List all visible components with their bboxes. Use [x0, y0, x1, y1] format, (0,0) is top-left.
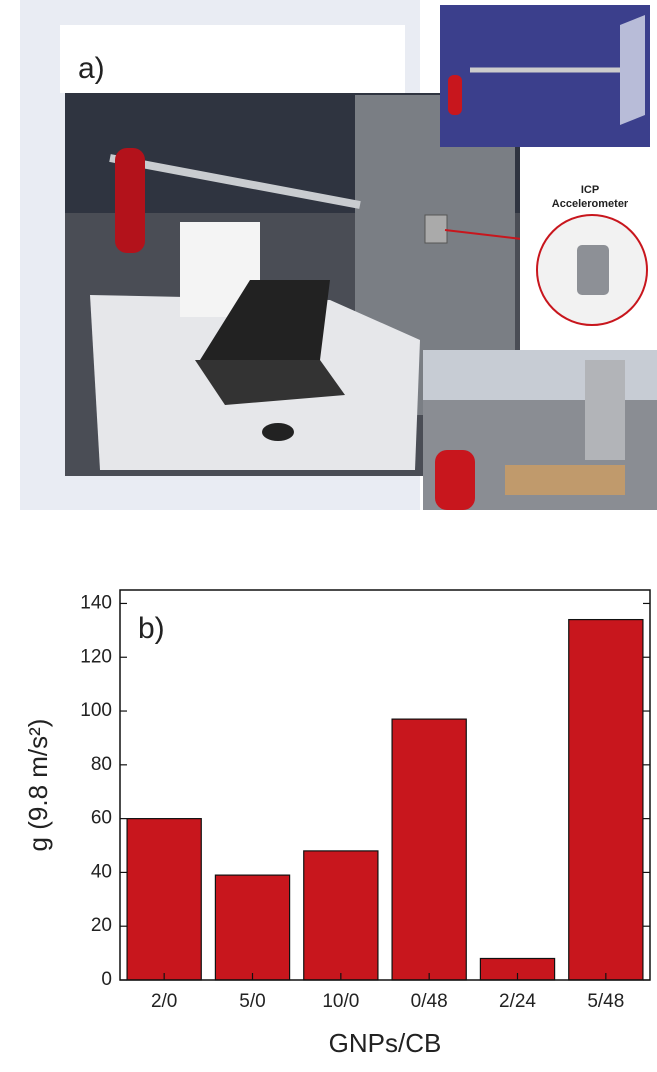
x-tick-label: 5/0 [239, 991, 265, 1012]
y-tick-label: 60 [91, 808, 112, 829]
extinguisher [115, 148, 145, 253]
y-tick-label: 120 [80, 646, 112, 667]
bar [391, 718, 467, 981]
inset-extinguisher [435, 450, 475, 510]
x-tick-label: 0/48 [411, 991, 448, 1012]
panel-label: a) [78, 52, 105, 85]
y-tick-label: 20 [91, 915, 112, 936]
sensor [424, 214, 448, 244]
label-box [60, 25, 405, 93]
x-tick-label: 2/24 [499, 991, 536, 1012]
x-tick-label: 10/0 [322, 991, 359, 1012]
callout-text: ICP [581, 184, 599, 196]
bar [214, 874, 291, 981]
x-tick-label: 5/48 [587, 991, 624, 1012]
cad-plate [620, 15, 645, 125]
cad-extinguisher [448, 75, 462, 115]
mouse [262, 423, 294, 441]
panel-label: b) [138, 612, 165, 645]
y-tick-label: 40 [91, 861, 112, 882]
x-axis-title: GNPs/CB [329, 1028, 442, 1058]
callout-text: Accelerometer [552, 198, 629, 210]
y-tick-label: 80 [91, 754, 112, 775]
plot-frame [119, 589, 651, 981]
tube [109, 154, 361, 209]
y-tick-label: 100 [80, 700, 112, 721]
photo-panel: ICP Accelerometer a) [20, 0, 657, 510]
cad-render [440, 5, 650, 147]
accelerometer [577, 245, 609, 295]
arrow [444, 229, 531, 241]
laptop-base [195, 360, 345, 405]
inset-plate [585, 360, 625, 460]
y-axis-title: g (9.8 m/s²) [23, 719, 53, 852]
bar-chart: 2/0 5/0 10/0 0/48 2/24 5/48 0 20 40 60 80 100 120 140… [23, 589, 651, 1058]
y-tick-label: 140 [80, 592, 112, 613]
bar [126, 818, 202, 981]
inset-pallet [505, 465, 625, 495]
bar [568, 618, 644, 981]
x-tick-label: 2/0 [151, 991, 177, 1012]
laptop-screen [200, 280, 330, 360]
bar [303, 850, 379, 981]
y-tick-label: 0 [101, 969, 112, 990]
